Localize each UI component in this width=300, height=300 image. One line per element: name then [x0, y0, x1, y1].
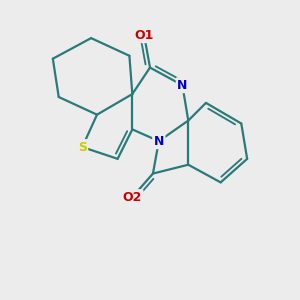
Text: O1: O1 [134, 29, 154, 42]
Text: S: S [78, 141, 87, 154]
Text: N: N [177, 79, 188, 92]
Text: N: N [154, 135, 164, 148]
Text: O2: O2 [123, 190, 142, 204]
